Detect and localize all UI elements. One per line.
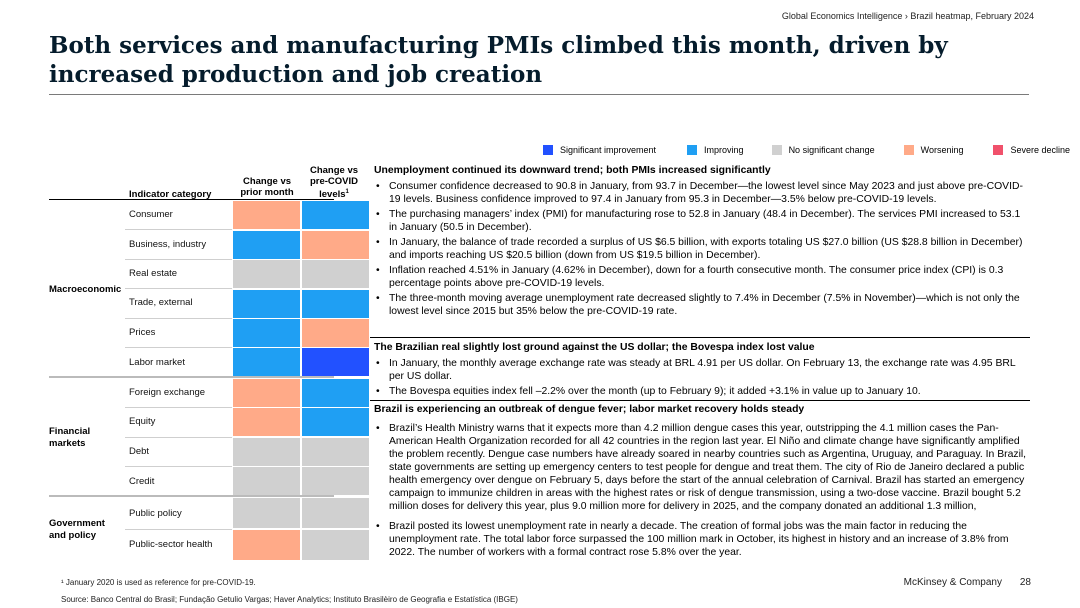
bullet-item: In January, the monthly average exchange… xyxy=(374,357,1028,383)
row-divider xyxy=(125,347,232,348)
bullet-list: Brazil’s Health Ministry warns that it e… xyxy=(374,422,1028,559)
section-divider xyxy=(370,400,1030,401)
legend-label: No significant change xyxy=(788,145,875,155)
section-heading: The Brazilian real slightly lost ground … xyxy=(374,342,815,353)
page-title: Both services and manufacturing PMIs cli… xyxy=(49,32,948,88)
group-divider xyxy=(49,376,334,378)
brand-name: McKinsey & Company xyxy=(903,577,1002,588)
heat-cell-fx-precovid xyxy=(302,379,369,407)
heat-cell-consumer-precovid xyxy=(302,201,369,229)
heat-cell-business-precovid xyxy=(302,231,369,259)
legend-label: Severe decline xyxy=(1010,145,1071,155)
bullet-item: Brazil posted its lowest unemployment ra… xyxy=(374,520,1028,559)
row-divider xyxy=(125,466,232,467)
row-divider xyxy=(125,437,232,438)
row-label-consumer: Consumer xyxy=(129,209,173,220)
row-label-equity: Equity xyxy=(129,416,156,427)
heat-cell-trade-precovid xyxy=(302,290,369,318)
heat-cell-labor-precovid xyxy=(302,348,369,376)
legend-item-worsening: Worsening xyxy=(903,145,964,155)
legend-swatch xyxy=(903,145,914,155)
row-label-public-policy: Public policy xyxy=(129,508,182,519)
page-number: 28 xyxy=(1019,577,1031,588)
section-government: Brazil is experiencing an outbreak of de… xyxy=(374,403,1028,561)
legend-swatch xyxy=(993,145,1004,155)
legend-label: Worsening xyxy=(920,145,964,155)
heat-cell-publichealth-precovid xyxy=(302,530,369,560)
legend: Significant improvement Improving No sig… xyxy=(543,145,1070,155)
legend-item-severe-decline: Severe decline xyxy=(993,145,1070,155)
heat-cell-realestate-prior xyxy=(233,260,300,288)
group-label-government-policy: Government and policy xyxy=(49,518,105,541)
section-divider xyxy=(370,337,1030,338)
bullet-item: The purchasing managers’ index (PMI) for… xyxy=(374,208,1028,234)
breadcrumb: Global Economics Intelligence › Brazil h… xyxy=(781,11,1034,21)
title-divider xyxy=(49,94,1029,95)
section-heading: Brazil is experiencing an outbreak of de… xyxy=(374,404,805,415)
row-divider xyxy=(125,229,232,230)
section-macroeconomic: Unemployment continued its downward tren… xyxy=(374,164,1028,320)
row-label-prices: Prices xyxy=(129,327,156,338)
row-divider xyxy=(125,288,232,289)
row-divider xyxy=(125,529,232,530)
legend-swatch xyxy=(771,145,782,155)
heat-cell-trade-prior xyxy=(233,290,300,318)
footnote: ¹ January 2020 is used as reference for … xyxy=(61,578,256,587)
group-divider xyxy=(49,495,334,497)
bullet-item: The three-month moving average unemploym… xyxy=(374,292,1028,318)
bullet-item: Inflation reached 4.51% in January (4.62… xyxy=(374,264,1028,290)
heat-cell-prices-prior xyxy=(233,319,300,347)
bullet-list: In January, the monthly average exchange… xyxy=(374,357,1028,398)
row-divider xyxy=(125,407,232,408)
row-divider xyxy=(125,318,232,319)
bullet-item: Brazil’s Health Ministry warns that it e… xyxy=(374,422,1028,513)
row-label-credit: Credit xyxy=(129,476,155,487)
category-header: Indicator category xyxy=(129,189,212,200)
row-label-trade-external: Trade, external xyxy=(129,297,193,308)
bullet-item: Consumer confidence decreased to 90.8 in… xyxy=(374,180,1028,206)
heat-cell-consumer-prior xyxy=(233,201,300,229)
row-divider xyxy=(125,259,232,260)
legend-item-significant-improvement: Significant improvement xyxy=(543,145,656,155)
legend-label: Improving xyxy=(704,145,744,155)
heat-cell-labor-prior xyxy=(233,348,300,376)
heat-cell-equity-prior xyxy=(233,408,300,436)
col-header-pre-covid: Change vs pre-COVID levels1 xyxy=(302,165,366,200)
row-label-debt: Debt xyxy=(129,446,150,457)
heat-cell-realestate-precovid xyxy=(302,260,369,288)
row-label-foreign-exchange: Foreign exchange xyxy=(129,387,206,398)
heat-cell-debt-prior xyxy=(233,438,300,466)
source-note: Source: Banco Central do Brasil; Fundaçã… xyxy=(61,595,518,604)
heat-cell-fx-prior xyxy=(233,379,300,407)
heat-cell-publicpolicy-precovid xyxy=(302,498,369,528)
footnote-mark: 1 xyxy=(345,189,349,195)
section-heading: Unemployment continued its downward tren… xyxy=(374,165,771,176)
legend-item-no-significant-change: No significant change xyxy=(771,145,875,155)
heat-cell-credit-prior xyxy=(233,467,300,495)
legend-swatch xyxy=(543,145,553,155)
heat-cell-equity-precovid xyxy=(302,408,369,436)
heat-cell-publicpolicy-prior xyxy=(233,498,300,528)
row-label-public-sector-health: Public-sector health xyxy=(129,539,213,550)
legend-item-improving: Improving xyxy=(687,145,744,155)
bullet-item: The Bovespa equities index fell –2.2% ov… xyxy=(374,385,1028,398)
group-label-macroeconomic: Macroeconomic xyxy=(49,284,122,295)
heat-cell-prices-precovid xyxy=(302,319,369,347)
legend-swatch xyxy=(687,145,698,155)
heat-cell-debt-precovid xyxy=(302,438,369,466)
legend-label: Significant improvement xyxy=(560,145,657,155)
bullet-item: In January, the balance of trade recorde… xyxy=(374,236,1028,262)
group-label-financial-markets: Financial markets xyxy=(49,426,91,449)
col-header-pre-covid-text: Change vs pre-COVID levels xyxy=(309,165,359,201)
row-label-real-estate: Real estate xyxy=(129,268,178,279)
col-header-prior-month: Change vs prior month xyxy=(240,176,294,198)
heat-cell-business-prior xyxy=(233,231,300,259)
heat-cell-credit-precovid xyxy=(302,467,369,495)
bullet-list: Consumer confidence decreased to 90.8 in… xyxy=(374,180,1028,318)
heat-cell-publichealth-prior xyxy=(233,530,300,560)
section-financial: The Brazilian real slightly lost ground … xyxy=(374,341,1028,400)
row-label-business-industry: Business, industry xyxy=(129,239,207,250)
row-label-labor-market: Labor market xyxy=(129,357,185,368)
table-header-rule xyxy=(49,199,334,200)
